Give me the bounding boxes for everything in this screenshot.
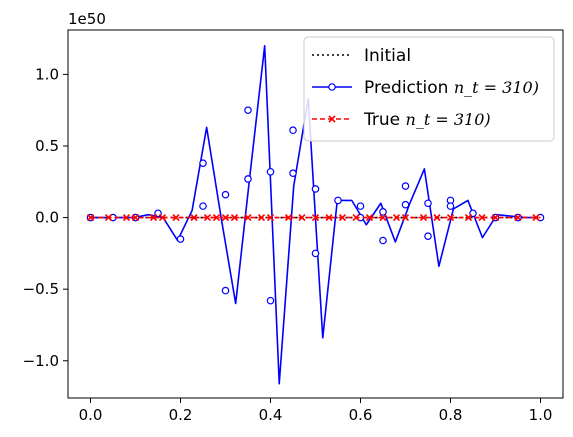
prediction-marker <box>401 182 410 190</box>
prediction-marker <box>266 167 275 176</box>
prediction-marker <box>311 185 320 193</box>
y-tick-label: 1.0 <box>35 65 59 83</box>
true-marker <box>338 214 347 222</box>
true-marker <box>149 214 158 222</box>
true-marker <box>244 214 252 222</box>
legend-prediction-math: n_t = 310) <box>454 78 539 97</box>
prediction-marker <box>424 232 432 240</box>
true-marker <box>464 214 473 222</box>
prediction-marker <box>289 169 297 177</box>
true-marker <box>203 214 212 222</box>
legend-prediction-label: Prediction n_t = 310) <box>364 78 539 98</box>
prediction-marker <box>446 202 455 210</box>
prediction-marker <box>244 106 252 114</box>
prediction-marker <box>424 199 432 208</box>
x-tick-label: 0.0 <box>79 406 103 424</box>
prediction-marker <box>379 236 387 245</box>
plot-area <box>86 44 545 385</box>
legend-prediction-marker <box>328 83 336 91</box>
prediction-marker <box>244 175 252 183</box>
y-tick-label: 0.0 <box>35 209 59 227</box>
true-marker <box>392 214 401 222</box>
true-marker <box>419 214 428 222</box>
true-marker <box>212 214 221 222</box>
prediction-marker <box>266 296 275 305</box>
true-marker <box>86 214 95 222</box>
prediction-marker <box>311 249 320 258</box>
legend-initial-label: Initial <box>364 46 411 66</box>
prediction-marker <box>356 202 365 210</box>
true-marker <box>446 214 455 222</box>
true-marker <box>122 214 131 222</box>
legend-true-label: True n_t = 310) <box>363 110 491 130</box>
true-marker <box>352 214 360 222</box>
true-marker <box>284 214 293 222</box>
prediction-marker <box>199 159 207 167</box>
x-tick-label: 0.8 <box>439 406 463 424</box>
true-marker <box>172 214 180 222</box>
prediction-marker <box>334 196 342 205</box>
series-group <box>86 44 545 385</box>
x-tick-label: 0.4 <box>259 406 283 424</box>
true-marker <box>365 214 374 222</box>
true-marker <box>379 214 387 222</box>
y-tick-label: −0.5 <box>23 280 59 298</box>
true-marker <box>131 214 140 222</box>
true-marker <box>221 214 230 222</box>
prediction-marker <box>289 126 297 135</box>
true-marker <box>230 214 239 222</box>
legend-box <box>303 36 555 142</box>
true-marker <box>257 214 266 222</box>
true-marker <box>491 214 500 222</box>
true-marker <box>433 214 441 222</box>
prediction-marker <box>221 190 230 199</box>
true-marker <box>532 214 540 222</box>
y-tick-label: −1.0 <box>23 352 59 370</box>
true-marker <box>401 214 410 222</box>
true-marker <box>158 214 167 222</box>
prediction-marker <box>176 235 185 243</box>
legend-true-marker <box>328 115 336 123</box>
true-marker <box>104 214 113 222</box>
true-marker <box>514 214 522 222</box>
plot-frame <box>67 29 564 399</box>
true-marker <box>311 214 320 222</box>
axes: 0.0 0.2 0.4 0.6 0.8 1.0 −1.0 −0.5 0.0 0.5 1.0 <box>23 29 564 424</box>
true-marker <box>266 214 275 222</box>
true-marker <box>478 214 486 222</box>
y-tick-label: 0.5 <box>35 137 59 155</box>
legend: Initial Prediction n_t = 310) True n_t = 3… <box>303 36 555 142</box>
prediction-marker <box>221 286 230 295</box>
legend-true-math: n_t = 310) <box>406 110 491 129</box>
true-marker <box>190 214 198 222</box>
prediction-marker <box>199 202 207 210</box>
true-marker <box>298 214 306 222</box>
prediction-marker <box>401 200 410 209</box>
x-tick-label: 0.6 <box>349 406 373 424</box>
true-marker <box>325 214 333 222</box>
y-offset-text: 1e50 <box>68 10 106 28</box>
x-tick-label: 1.0 <box>529 406 553 424</box>
x-tick-label: 0.2 <box>169 406 193 424</box>
prediction-marker <box>379 208 387 216</box>
